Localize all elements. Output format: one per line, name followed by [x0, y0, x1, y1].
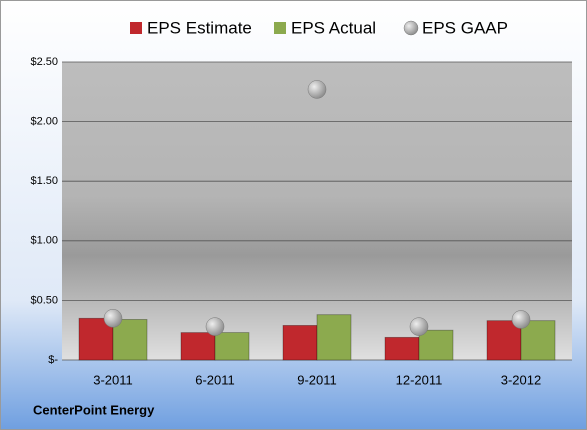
y-tick-label: $2.50	[30, 56, 58, 68]
footer: CenterPoint Energy	[33, 402, 155, 417]
bar	[112, 319, 148, 361]
point	[307, 80, 327, 99]
legend-marker	[403, 20, 419, 36]
y-tick-label: $2.00	[30, 116, 58, 128]
bar	[316, 314, 352, 361]
legend-label: EPS GAAP	[422, 18, 508, 37]
plot-area	[62, 62, 572, 360]
legend-label: EPS Actual	[291, 18, 376, 37]
legend-label: EPS Estimate	[147, 18, 252, 37]
point	[511, 310, 531, 329]
y-tick-label: $1.50	[30, 175, 58, 187]
legend-marker	[274, 22, 286, 34]
bar	[214, 332, 250, 361]
x-tick-label: 3-2011	[93, 372, 133, 387]
y-tick-label: $0.50	[30, 294, 58, 306]
point	[205, 317, 225, 336]
x-tick-label: 3-2012	[501, 372, 541, 387]
x-tick-label: 12-2011	[396, 372, 443, 387]
x-tick-label: 6-2011	[195, 372, 235, 387]
point	[409, 317, 429, 336]
x-tick-label: 9-2011	[297, 372, 337, 387]
legend-marker	[130, 22, 142, 34]
bar	[520, 320, 556, 361]
y-tick-label: $-	[48, 354, 58, 366]
bar	[384, 336, 420, 361]
bar	[180, 332, 216, 361]
bar	[486, 320, 522, 361]
point	[103, 309, 123, 328]
y-tick-label: $1.00	[30, 235, 58, 247]
bar	[282, 325, 318, 361]
bar	[418, 329, 454, 361]
